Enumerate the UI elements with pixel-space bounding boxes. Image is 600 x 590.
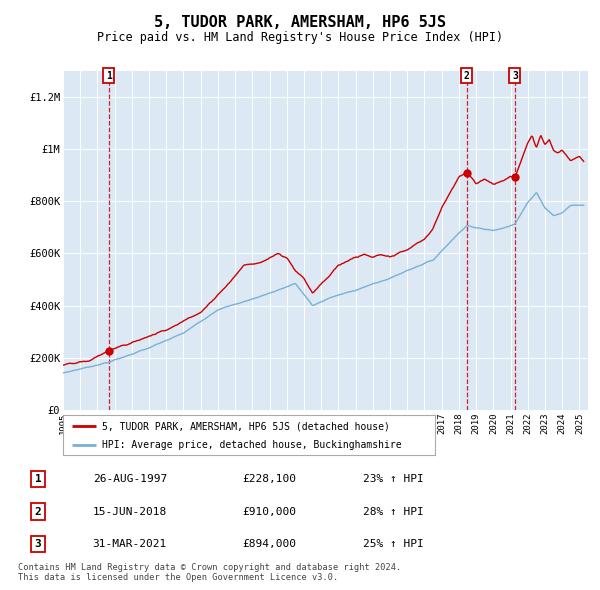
Text: 5, TUDOR PARK, AMERSHAM, HP6 5JS: 5, TUDOR PARK, AMERSHAM, HP6 5JS [154,15,446,30]
Text: 2: 2 [464,71,470,81]
Text: 15-JUN-2018: 15-JUN-2018 [92,507,167,516]
Text: £228,100: £228,100 [242,474,296,484]
Text: 2: 2 [35,507,41,516]
Text: 1: 1 [35,474,41,484]
Text: HPI: Average price, detached house, Buckinghamshire: HPI: Average price, detached house, Buck… [102,440,401,450]
Text: 23% ↑ HPI: 23% ↑ HPI [364,474,424,484]
Text: 3: 3 [35,539,41,549]
Text: Contains HM Land Registry data © Crown copyright and database right 2024.
This d: Contains HM Land Registry data © Crown c… [18,563,401,582]
Text: 31-MAR-2021: 31-MAR-2021 [92,539,167,549]
Text: 5, TUDOR PARK, AMERSHAM, HP6 5JS (detached house): 5, TUDOR PARK, AMERSHAM, HP6 5JS (detach… [102,421,390,431]
Text: 3: 3 [512,71,518,81]
Text: £894,000: £894,000 [242,539,296,549]
Text: 25% ↑ HPI: 25% ↑ HPI [364,539,424,549]
Text: £910,000: £910,000 [242,507,296,516]
Text: 28% ↑ HPI: 28% ↑ HPI [364,507,424,516]
Text: 1: 1 [106,71,112,81]
Text: 26-AUG-1997: 26-AUG-1997 [92,474,167,484]
Text: Price paid vs. HM Land Registry's House Price Index (HPI): Price paid vs. HM Land Registry's House … [97,31,503,44]
